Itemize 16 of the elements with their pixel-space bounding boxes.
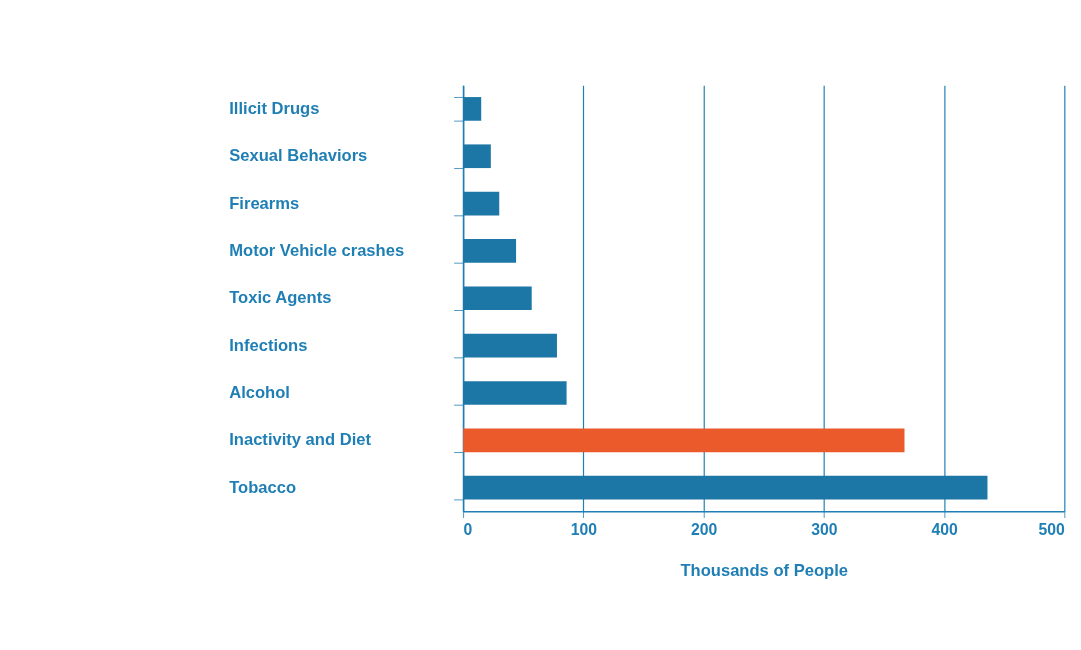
y-tick-label: Sexual Behaviors (229, 146, 368, 166)
y-tick-label: Infections (229, 335, 308, 355)
x-tick-label: 200 (690, 521, 718, 539)
y-tick-label: Alcohol (229, 383, 290, 403)
y-tick-label: Toxic Agents (229, 288, 332, 308)
y-tick-label: Illicit Drugs (229, 99, 320, 119)
x-axis-title: Thousands of People (680, 560, 848, 580)
y-tick-label: Inactivity and Diet (229, 430, 372, 450)
x-tick-label: 500 (1038, 521, 1066, 539)
y-tick-label: Tobacco (229, 477, 297, 497)
y-tick-label: Firearms (229, 193, 300, 213)
y-tick-label: Motor Vehicle crashes (229, 241, 405, 261)
x-tick-label: 300 (811, 521, 838, 539)
x-tick-label: 0 (463, 521, 473, 539)
x-tick-label: 400 (931, 521, 958, 539)
x-tick-label: 100 (570, 521, 598, 539)
